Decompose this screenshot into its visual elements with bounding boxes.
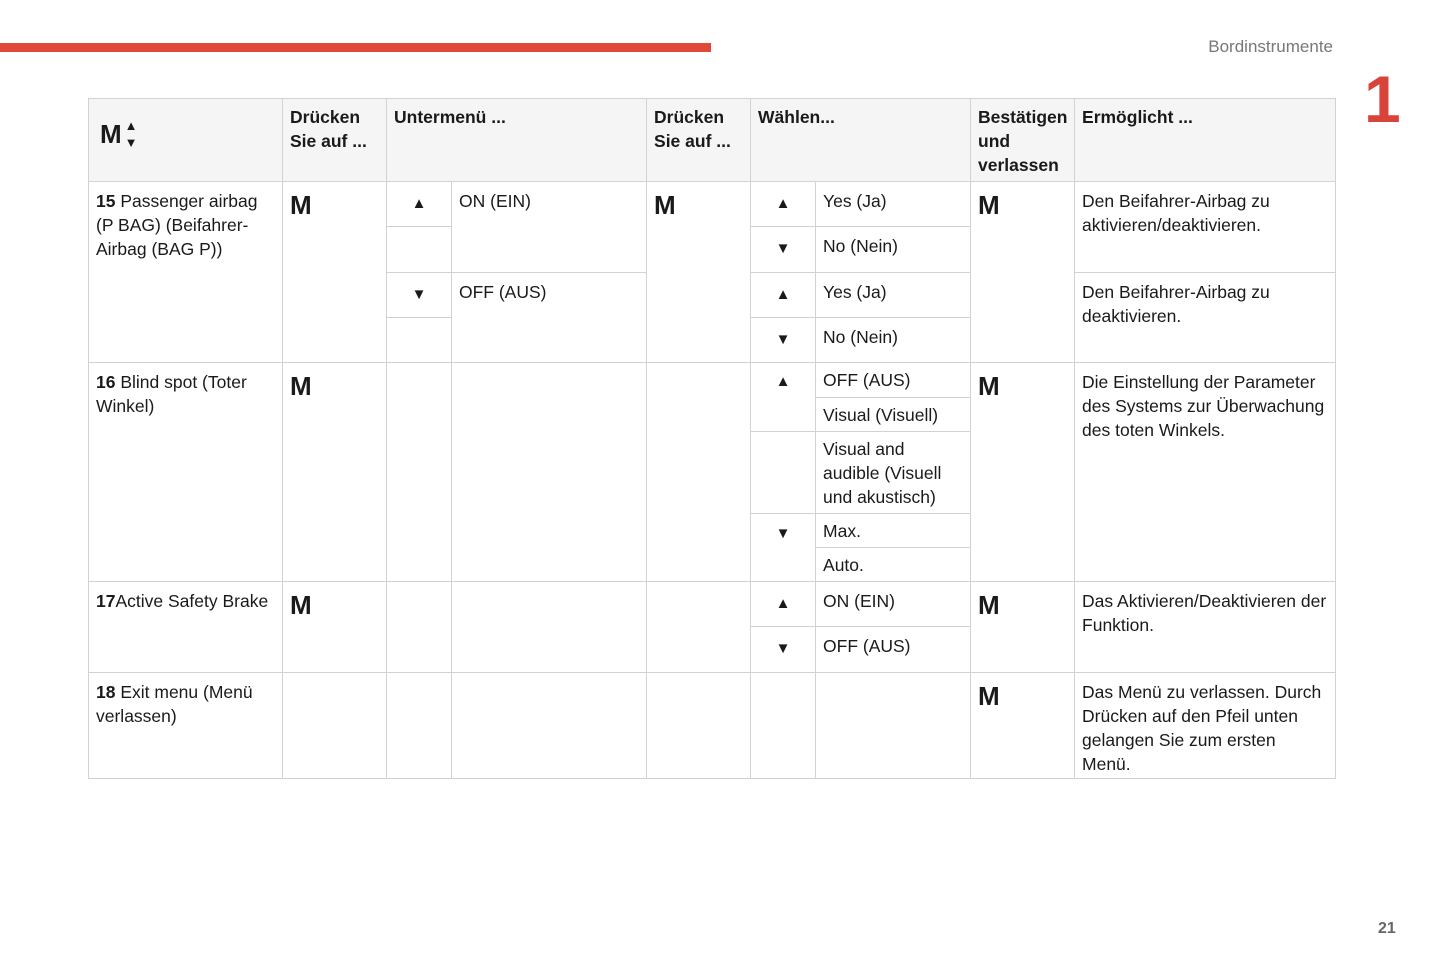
down-arrow-icon: ▼ bbox=[750, 317, 817, 363]
submenu-option: OFF (AUS) bbox=[450, 272, 648, 363]
item-label: 15 Passenger airbag (P BAG) (Beifahrer-A… bbox=[88, 181, 283, 363]
choice-option: ON (EIN) bbox=[815, 581, 972, 627]
up-arrow-icon: ▲ bbox=[750, 362, 817, 432]
page-number: 21 bbox=[1378, 920, 1396, 937]
description: Den Beifahrer-Airbag zu aktivieren/deakt… bbox=[1074, 181, 1337, 273]
table-row: ▼ OFF (AUS) bbox=[89, 626, 1336, 673]
section-title: Bordinstrumente bbox=[1208, 37, 1333, 56]
header-press-2: Drücken Sie auf ... bbox=[646, 98, 752, 182]
choice-option: Yes (Ja) bbox=[815, 181, 972, 227]
choice-option: No (Nein) bbox=[815, 317, 972, 363]
submenu-option: ON (EIN) bbox=[450, 181, 648, 273]
table-row: 17Active Safety Brake M ▲ ON (EIN) M Das… bbox=[88, 581, 1337, 673]
m-button-icon: M bbox=[282, 362, 387, 582]
table-row: ▼ Max. bbox=[89, 513, 1336, 582]
table-row: 16 Blind spot (Toter Winkel) M ▲ OFF (AU… bbox=[88, 362, 1337, 582]
empty-cell bbox=[450, 672, 648, 779]
empty-cell bbox=[646, 581, 752, 673]
description: Die Einstellung der Parameter des System… bbox=[1074, 362, 1337, 582]
header-confirm: Bestätigen und verlassen bbox=[970, 98, 1076, 182]
table-row: 15 Passenger airbag (P BAG) (Beifahrer-A… bbox=[88, 181, 1337, 363]
empty-cell bbox=[646, 672, 752, 779]
up-arrow-icon: ▲ bbox=[386, 181, 452, 227]
item-label: 18 Exit menu (Menü verlassen) bbox=[88, 672, 283, 779]
m-button-icon: M bbox=[646, 181, 752, 363]
item-label: 17Active Safety Brake bbox=[88, 581, 283, 673]
up-arrow-icon: ▲ bbox=[750, 581, 817, 627]
empty-cell bbox=[750, 431, 817, 514]
table-row: 18 Exit menu (Menü verlassen) M Das Menü… bbox=[88, 672, 1337, 779]
down-arrow-icon: ▼ bbox=[750, 226, 817, 273]
empty-cell bbox=[282, 672, 387, 779]
m-button-icon: M bbox=[970, 581, 1076, 673]
chapter-number: 1 bbox=[1364, 62, 1401, 136]
empty-cell bbox=[750, 672, 817, 779]
table-row: ▼ No (Nein) bbox=[89, 317, 1336, 363]
up-down-arrows-icon: ▲ ▼ bbox=[124, 118, 138, 150]
m-button-icon: M bbox=[970, 362, 1076, 582]
header-icon: M ▲ ▼ bbox=[88, 98, 283, 182]
down-arrow-icon: ▼ bbox=[750, 626, 817, 673]
choice-option: Yes (Ja) bbox=[815, 272, 972, 318]
menu-table: M ▲ ▼ Drücken Sie auf ... Untermenü ... Dr… bbox=[88, 98, 1337, 779]
choice-option: OFF (AUS) bbox=[815, 362, 972, 398]
choice-option: No (Nein) bbox=[815, 226, 972, 273]
table-header: M ▲ ▼ Drücken Sie auf ... Untermenü ... Dr… bbox=[88, 98, 1337, 182]
header-press: Drücken Sie auf ... bbox=[282, 98, 387, 182]
header-select: Wählen... bbox=[750, 98, 972, 182]
table-row: ▼ OFF (AUS) ▲ Yes (Ja) Den Beifahrer-Air… bbox=[89, 272, 1337, 363]
empty-cell bbox=[450, 581, 648, 673]
down-arrow-icon: ▼ bbox=[386, 272, 452, 318]
m-button-icon: M bbox=[282, 581, 387, 673]
table-row: Auto. bbox=[89, 547, 1336, 582]
header-accent-bar bbox=[0, 43, 711, 52]
choice-option: Auto. bbox=[815, 547, 972, 582]
m-button-icon: M bbox=[282, 181, 387, 363]
choice-option: Visual (Visuell) bbox=[815, 397, 972, 432]
m-button-icon: M bbox=[970, 181, 1076, 363]
empty-cell bbox=[386, 226, 452, 273]
header-submenu: Untermenü ... bbox=[385, 98, 648, 182]
empty-cell bbox=[646, 362, 752, 582]
choice-option: Max. bbox=[815, 513, 972, 548]
empty-cell bbox=[386, 581, 452, 673]
down-arrow-icon: ▼ bbox=[750, 513, 817, 582]
header-enables: Ermöglicht ... bbox=[1074, 98, 1337, 182]
item-label: 16 Blind spot (Toter Winkel) bbox=[88, 362, 283, 582]
up-arrow-icon: ▲ bbox=[750, 272, 817, 318]
empty-cell bbox=[386, 317, 452, 363]
empty-cell bbox=[386, 672, 452, 779]
empty-cell bbox=[386, 362, 452, 582]
up-arrow-icon: ▲ bbox=[750, 181, 817, 227]
empty-cell bbox=[815, 672, 972, 779]
choice-option: OFF (AUS) bbox=[815, 626, 972, 673]
empty-cell bbox=[450, 362, 648, 582]
description: Das Menü zu verlassen. Durch Drücken auf… bbox=[1074, 672, 1337, 779]
m-button-icon: M bbox=[970, 672, 1076, 779]
table-row: Visual (Visuell) bbox=[89, 397, 1336, 432]
description: Das Aktivieren/Deaktivieren der Funktion… bbox=[1074, 581, 1337, 673]
table-row: Visual and audible (Visuell und akustisc… bbox=[89, 431, 1336, 514]
choice-option: Visual and audible (Visuell und akustisc… bbox=[815, 431, 972, 514]
description: Den Beifahrer-Airbag zu deaktivieren. bbox=[1074, 272, 1337, 363]
